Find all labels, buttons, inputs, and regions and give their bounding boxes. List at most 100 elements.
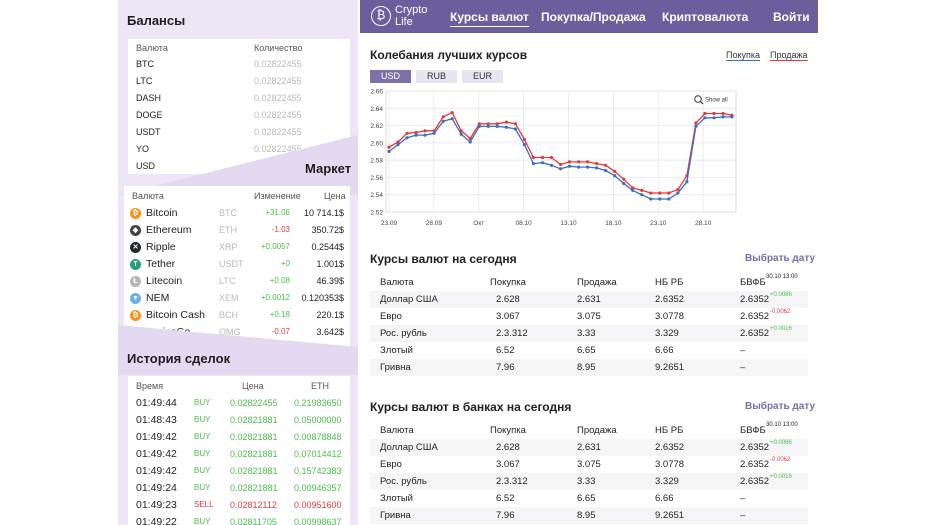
- market-row[interactable]: ₿ Bitcoin BTC +31.06 10 714.1$: [124, 205, 350, 222]
- rates-header-cell: Продажа: [577, 277, 617, 288]
- market-title: Маркет: [305, 161, 352, 176]
- chart-point-0: [549, 155, 554, 160]
- xrp-icon: ✕: [130, 242, 141, 253]
- today-pick-date-button[interactable]: Выбрать дату: [745, 253, 816, 264]
- market-row[interactable]: T Tether USDT +0 1.001$: [124, 256, 350, 273]
- rates-header-cell: НБ РБ: [655, 277, 684, 288]
- chart-y-tick-label: 2.56: [370, 175, 383, 182]
- top-nav: ₿ Crypto Life Курсы валют Покупка/Продаж…: [360, 0, 818, 33]
- rates-header-cell: Покупка: [490, 425, 526, 436]
- balances-header-amount: Количество: [254, 43, 303, 53]
- history-price: 0.02811705: [230, 517, 277, 525]
- history-row: 01:49:22 BUY 0.02811705 0.00998637: [128, 514, 350, 525]
- chart-point-1: [495, 124, 499, 128]
- balance-amount: 0.02822455: [254, 127, 302, 137]
- rates-currency: Рос. рубль: [380, 476, 427, 487]
- chart-point-0: [540, 155, 545, 160]
- chart-point-1: [676, 191, 680, 195]
- nav-item-login[interactable]: Войти: [773, 10, 810, 24]
- market-row[interactable]: ▼ NEM XEM +0.0012 0.120353$: [124, 290, 350, 307]
- tab-usd[interactable]: USD: [370, 70, 411, 83]
- market-price: 0.120353$: [301, 293, 344, 303]
- market-header-change: Изменение: [254, 191, 301, 201]
- rates-header-cell: Валюта: [380, 425, 414, 436]
- chart-point-1: [567, 164, 572, 168]
- history-eth: 0.00946357: [294, 483, 342, 493]
- chart-point-1: [640, 193, 644, 197]
- history-eth: 0.00878848: [294, 432, 342, 442]
- history-row: 01:49:24 BUY 0.02821881 0.00946357: [128, 480, 350, 497]
- chart-point-0: [567, 160, 572, 164]
- chart-show-all-button[interactable]: Show all: [694, 95, 728, 105]
- rates-bvfb-delta: +0.0086: [770, 292, 792, 298]
- rates-buy: 3.067: [496, 459, 520, 470]
- rates-currency: Доллар США: [380, 294, 438, 305]
- balance-amount: 0.02822455: [254, 144, 302, 154]
- rates-sell: 6.65: [577, 493, 596, 504]
- chart-point-0: [640, 188, 644, 192]
- chart-link-sell[interactable]: Продажа: [770, 50, 808, 61]
- rates-bvfb: –: [740, 345, 746, 356]
- today-title: Курсы валют на сегодня: [370, 252, 517, 266]
- chart-point-0: [522, 137, 526, 141]
- rates-buy: 2.3.312: [496, 328, 528, 339]
- chart-y-tick-label: 2.64: [370, 106, 383, 113]
- market-row[interactable]: ✕ Ripple XRP +0.0057 0.2544$: [124, 239, 350, 256]
- history-time: 01:49:42: [136, 431, 177, 443]
- chart-point-0: [531, 155, 535, 160]
- balance-coin: YO: [136, 144, 150, 154]
- chart-point-1: [622, 181, 626, 186]
- balance-coin: BTC: [136, 59, 154, 69]
- chart-point-1: [414, 133, 418, 137]
- chart-x-tick-label: 23.10: [650, 220, 667, 227]
- rate-chart: 2.52 2.54 2.56 2.58 2.60 2.62 2.64 2.66 23.09 28.…: [370, 89, 737, 227]
- tab-eur[interactable]: EUR: [462, 70, 503, 83]
- chart-point-1: [531, 162, 535, 166]
- chart-y-tick-label: 2.66: [370, 89, 383, 96]
- chart-point-1: [712, 116, 716, 120]
- chart-x-tick-label: 13.10: [560, 220, 577, 227]
- market-row[interactable]: ₿ Bitcoin Cash BCH +0.18 220.1$: [124, 307, 350, 324]
- nav-item-buy-sell[interactable]: Покупка/Продажа: [541, 10, 646, 24]
- chart-x-tick-label: 08.10: [515, 220, 532, 227]
- tab-rub[interactable]: RUB: [416, 70, 457, 83]
- market-row[interactable]: Ł Litecoin LTC +0.08 46.39$: [124, 273, 350, 290]
- chart-point-1: [721, 115, 725, 119]
- history-side: SELL: [194, 500, 214, 509]
- history-time: 01:49:22: [136, 516, 177, 525]
- chart-point-1: [423, 133, 427, 137]
- market-coin-name: Ethereum: [146, 224, 192, 236]
- chart-point-1: [658, 197, 662, 201]
- rates-row: Гривна 7.96 8.95 9.2651 –: [370, 507, 808, 524]
- balances-card: Валюта Количество BTC 0.02822455 LTC 0.0282…: [128, 39, 350, 174]
- history-price: 0.02821881: [230, 449, 278, 459]
- rates-currency: Гривна: [380, 510, 411, 521]
- history-header-price: Цена: [242, 381, 264, 391]
- zoom-icon: [694, 95, 702, 103]
- nav-item-rates[interactable]: Курсы валют: [450, 10, 529, 27]
- logo-icon[interactable]: ₿: [371, 6, 391, 26]
- rates-buy: 2.628: [496, 442, 520, 453]
- rates-bvfb: –: [740, 493, 746, 504]
- chart-point-1: [468, 140, 472, 144]
- rates-sell: 8.95: [577, 510, 596, 521]
- nav-item-crypto[interactable]: Криптовалюта: [662, 10, 749, 24]
- chart-point-1: [405, 136, 409, 140]
- history-side: BUY: [194, 517, 211, 525]
- logo-text[interactable]: Crypto Life: [395, 4, 427, 28]
- chart-link-buy[interactable]: Покупка: [726, 50, 761, 61]
- chart-point-0: [423, 129, 427, 133]
- rates-header-row: Валюта Покупка Продажа НБ РБ БВФБ 30.10 13:00: [370, 422, 808, 439]
- rates-nbrb: 3.0778: [655, 459, 685, 470]
- history-side: BUY: [194, 466, 211, 475]
- balances-header-currency: Валюта: [136, 43, 168, 53]
- market-row[interactable]: ◆ Ethereum ETH -1.03 350.72$: [124, 222, 350, 239]
- chart-point-0: [450, 111, 454, 115]
- rates-nbrb: 9.2651: [655, 362, 685, 373]
- market-ticker: XRP: [219, 242, 238, 252]
- history-row: 01:49:23 SELL 0.02812112 0.00951600: [128, 497, 350, 514]
- banks-pick-date-button[interactable]: Выбрать дату: [745, 401, 816, 412]
- chart-point-1: [631, 188, 635, 192]
- left-panel: Балансы Валюта Количество BTC 0.02822455 L…: [118, 0, 358, 525]
- rates-buy: 2.628: [496, 294, 520, 305]
